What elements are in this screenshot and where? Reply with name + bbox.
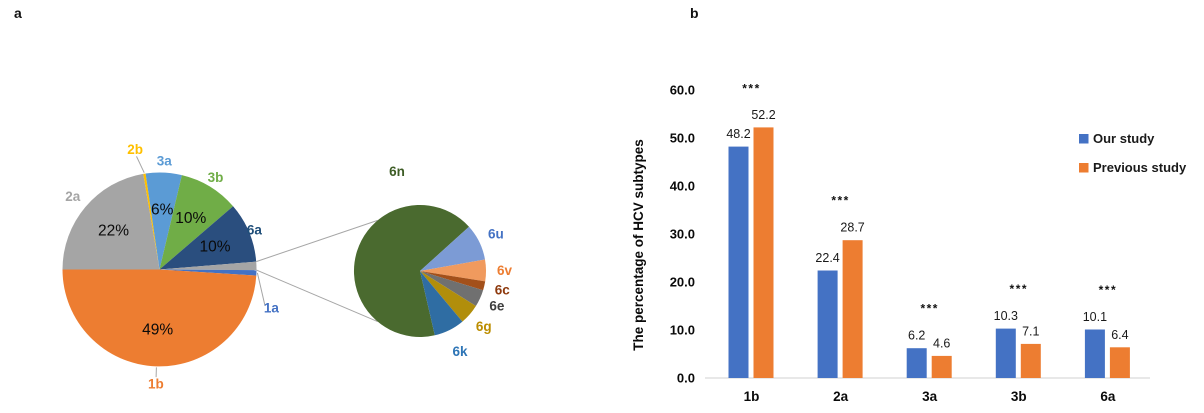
pie-slice-6g: [420, 271, 476, 322]
pie-explosion-line-top: [256, 219, 378, 263]
pie-slice-6n: [353, 204, 469, 337]
y-tick-40.0: 40.0: [670, 179, 695, 194]
pie-label-6a: 6a: [247, 222, 263, 237]
bar-value-label-3b-1: 10.3: [994, 309, 1018, 323]
pie-pct-label-6a: 10%: [199, 238, 230, 255]
pie-label-6c: 6c: [495, 283, 511, 298]
pie-slice-genotype6-other: [159, 261, 257, 271]
legend-swatch-our-study: [1079, 134, 1089, 144]
significance-stars-3a: ***: [920, 302, 939, 316]
bar-value-label-6a-1: 10.1: [1083, 310, 1107, 324]
pie-pct-label-3b: 10%: [175, 210, 206, 227]
x-category-label-3b: 3b: [1011, 389, 1027, 404]
pie-explosion-line-bottom: [256, 269, 378, 323]
y-axis-title: The percentage of HCV subtypes: [631, 139, 646, 351]
bar-value-label-1b-2: 52.2: [751, 108, 775, 122]
pie-slice-1a: [159, 269, 257, 276]
panel-b-label: b: [690, 5, 699, 21]
bar-previous-study-2a: [842, 240, 863, 378]
y-tick-50.0: 50.0: [670, 131, 695, 146]
bar-value-label-6a-2: 6.4: [1111, 328, 1128, 342]
pie-slice-3a: [145, 172, 182, 270]
label-leader-line: [136, 156, 145, 173]
bar-value-label-3b-2: 7.1: [1022, 324, 1039, 338]
x-category-label-6a: 6a: [1100, 389, 1116, 404]
panel-a-label: a: [14, 5, 22, 21]
bar-value-label-1b-1: 48.2: [726, 127, 750, 141]
bar-our-study-3a: [906, 348, 927, 378]
pie-label-1b: 1b: [148, 376, 164, 391]
bar-value-label-3a-1: 6.2: [908, 329, 925, 343]
pie-pct-label-3a: 6%: [151, 201, 174, 218]
pie-label-2a: 2a: [65, 189, 81, 204]
bar-previous-study-6a: [1109, 347, 1130, 378]
pie-label-6g: 6g: [476, 319, 492, 334]
pie-slice-2a: [62, 173, 160, 270]
bar-value-label-2a-2: 28.7: [840, 221, 864, 235]
pie-slice-6c: [420, 271, 486, 291]
bar-previous-study-3b: [1020, 343, 1041, 378]
pie-slice-2b: [143, 173, 160, 270]
pie-label-2b: 2b: [127, 142, 143, 157]
bar-chart-panel: The percentage of HCV subtypes 60.0 50.0 40…: [631, 82, 1187, 405]
pie-slice-3b: [159, 175, 234, 270]
pie-label-6v: 6v: [497, 263, 513, 278]
pie-label-3b: 3b: [208, 170, 224, 185]
pie-slice-6e: [420, 271, 484, 306]
x-category-label-1b: 1b: [744, 389, 760, 404]
legend-swatch-previous-study: [1079, 163, 1089, 173]
legend-label-our-study: Our study: [1093, 131, 1155, 146]
pie-pct-label-2a: 22%: [98, 223, 129, 240]
pie-label-6k: 6k: [452, 344, 468, 359]
y-tick-10.0: 10.0: [670, 323, 695, 338]
significance-stars-2a: ***: [831, 194, 850, 208]
bar-previous-study-3a: [931, 355, 952, 378]
y-tick-0.0: 0.0: [677, 371, 695, 386]
pie-slice-6k: [420, 271, 463, 336]
significance-stars-6a: ***: [1099, 283, 1118, 297]
pie-pct-label-1b: 49%: [142, 322, 173, 339]
pie-slice-6u: [420, 226, 485, 271]
bar-our-study-3b: [995, 328, 1016, 378]
pie-slice-1b: [62, 269, 257, 367]
bar-our-study-2a: [817, 270, 838, 378]
pie-label-3a: 3a: [157, 154, 173, 169]
bar-value-label-2a-1: 22.4: [815, 251, 839, 265]
y-tick-60.0: 60.0: [670, 83, 695, 98]
bar-our-study-6a: [1084, 329, 1105, 378]
x-category-label-2a: 2a: [833, 389, 849, 404]
bar-previous-study-1b: [753, 127, 774, 379]
y-tick-20.0: 20.0: [670, 275, 695, 290]
bar-our-study-1b: [728, 146, 749, 378]
pie-label-6u: 6u: [488, 226, 504, 241]
x-category-label-3a: 3a: [922, 389, 938, 404]
pie-label-1a: 1a: [264, 301, 280, 316]
y-tick-30.0: 30.0: [670, 227, 695, 242]
significance-stars-1b: ***: [742, 82, 761, 96]
bar-value-label-3a-2: 4.6: [933, 336, 950, 350]
significance-stars-3b: ***: [1010, 282, 1029, 296]
legend-label-previous-study: Previous study: [1093, 160, 1187, 175]
pie-slice-6a: [159, 206, 257, 270]
label-leader-line: [256, 272, 266, 306]
pie-label-6e: 6e: [489, 299, 505, 314]
pie-slice-6v: [420, 259, 487, 282]
pie-label-6n: 6n: [389, 164, 405, 179]
